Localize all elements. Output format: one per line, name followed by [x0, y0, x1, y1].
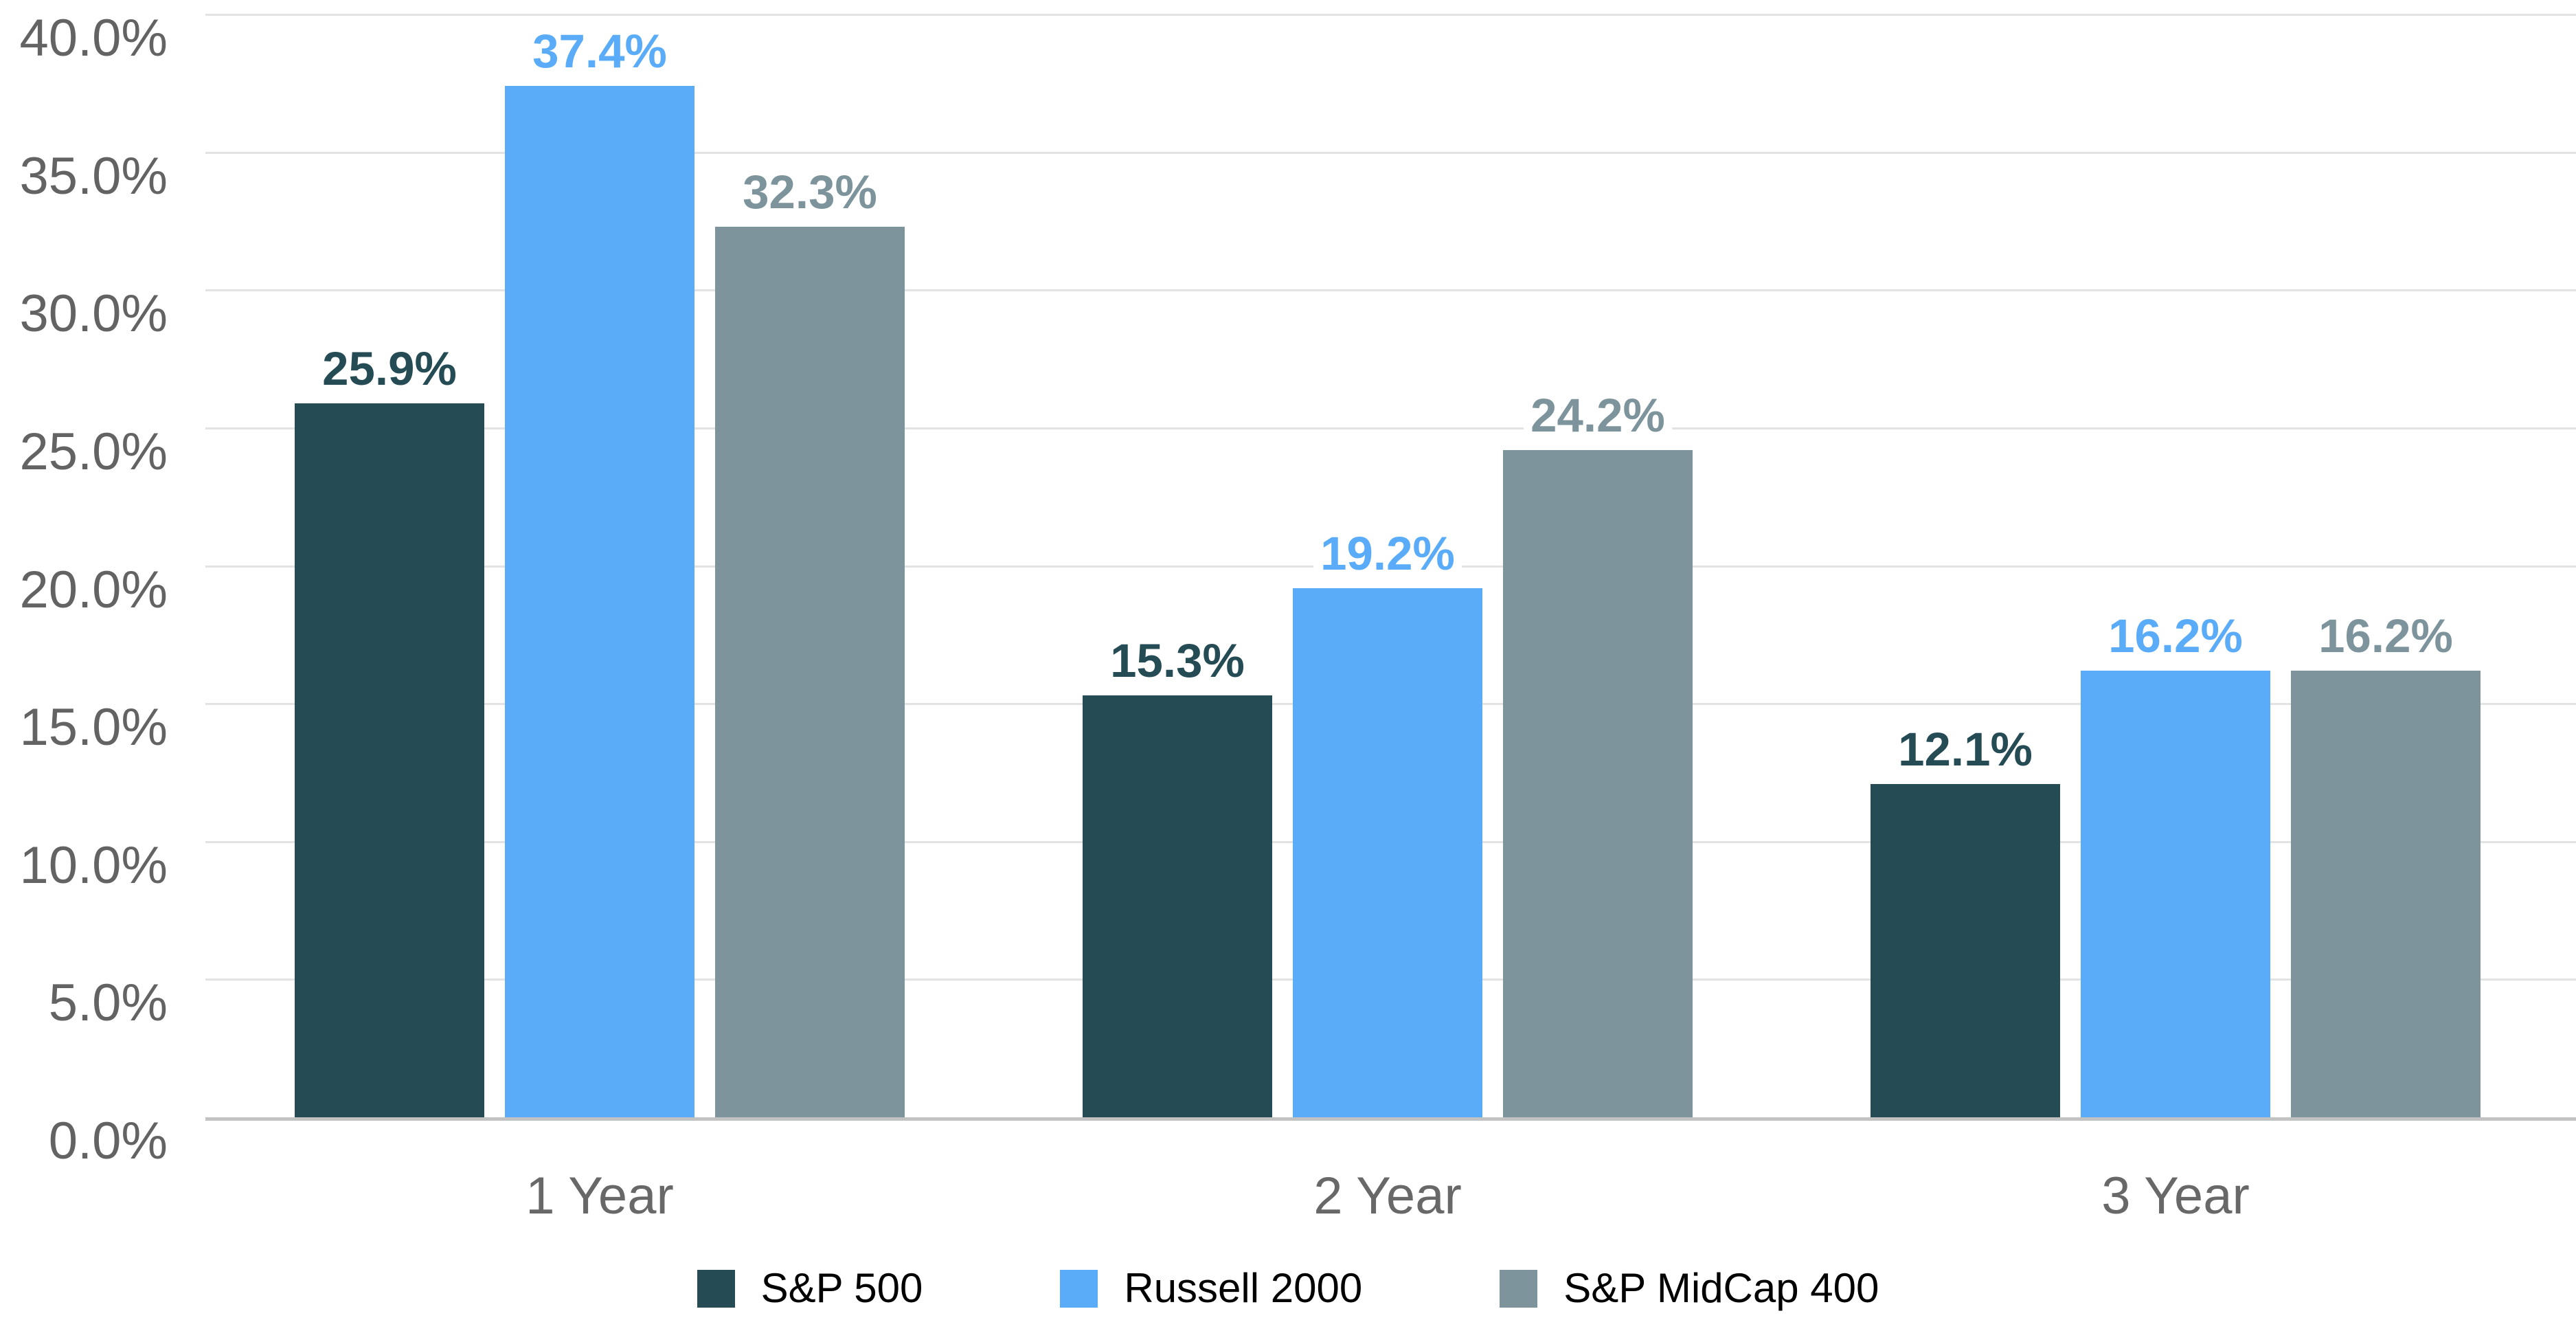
- bar-cell-sandp-500-2-year: 15.3%: [1083, 14, 1272, 1117]
- sandp-500-bar-3-year: [1871, 783, 2060, 1117]
- bar-value-label: 16.2%: [2312, 609, 2460, 662]
- y-axis-tick-label: 30.0%: [19, 284, 168, 344]
- y-axis-tick-label: 40.0%: [19, 9, 168, 67]
- bar-cell-sandp-midcap-400-2-year: 24.2%: [1503, 14, 1693, 1117]
- chart-legend: S&P 500 Russell 2000 S&P MidCap 400: [0, 1266, 2576, 1311]
- gridline: [205, 427, 2576, 429]
- legend-label: S&P MidCap 400: [1563, 1265, 1879, 1311]
- bar-value-label: 19.2%: [1313, 526, 1462, 580]
- bar-cell-russell-2000-1-year: 37.4%: [505, 14, 694, 1117]
- y-axis-tick-label: 0.0%: [48, 1112, 168, 1170]
- russell-2000-bar-1-year: [505, 86, 694, 1117]
- legend-item-sandp-midcap-400: S&P MidCap 400: [1500, 1266, 1879, 1311]
- bar-cell-sandp-500-1-year: 25.9%: [295, 14, 484, 1117]
- bar-value-label: 37.4%: [526, 25, 674, 78]
- y-axis-tick-label: 20.0%: [19, 560, 168, 619]
- x-axis-category-label: 3 Year: [2101, 1167, 2250, 1225]
- legend-label: Russell 2000: [1124, 1265, 1363, 1311]
- bar-cell-sandp-midcap-400-3-year: 16.2%: [2291, 14, 2481, 1117]
- bar-cell-sandp-midcap-400-1-year: 32.3%: [715, 14, 905, 1117]
- legend-item-russell-2000: Russell 2000: [1060, 1266, 1362, 1311]
- sandp-500-bar-1-year: [295, 403, 484, 1117]
- sandp-midcap-400-bar-2-year: [1503, 449, 1693, 1117]
- y-axis-tick-label: 10.0%: [19, 836, 168, 895]
- bar-value-label: 32.3%: [736, 165, 884, 219]
- bar-value-label: 25.9%: [315, 342, 464, 395]
- bar-group-1-year: 25.9% 37.4% 32.3%: [295, 14, 905, 1117]
- gridline: [205, 151, 2576, 154]
- bar-group-2-year: 15.3% 19.2% 24.2%: [1083, 14, 1693, 1117]
- legend-swatch-sandp-500: [697, 1269, 735, 1308]
- sandp-midcap-400-bar-1-year: [715, 226, 905, 1117]
- legend-swatch-russell-2000: [1060, 1269, 1098, 1308]
- y-axis-tick-label: 35.0%: [19, 146, 168, 205]
- x-axis-category-label: 2 Year: [1313, 1167, 1462, 1225]
- bar-value-label: 24.2%: [1524, 388, 1672, 442]
- bar-group-3-year: 12.1% 16.2% 16.2%: [1871, 14, 2481, 1117]
- bar-value-label: 12.1%: [1891, 722, 2040, 776]
- x-axis-category-label: 1 Year: [526, 1167, 674, 1225]
- bar-value-label: 16.2%: [2101, 609, 2250, 662]
- bar-cell-sandp-500-3-year: 12.1%: [1871, 14, 2060, 1117]
- y-axis-tick-label: 15.0%: [19, 698, 168, 757]
- sandp-500-bar-2-year: [1083, 695, 1272, 1117]
- y-axis-tick-label: 25.0%: [19, 422, 168, 481]
- legend-item-sandp-500: S&P 500: [697, 1266, 923, 1311]
- legend-label: S&P 500: [760, 1265, 923, 1311]
- bar-cell-russell-2000-3-year: 16.2%: [2081, 14, 2270, 1117]
- russell-2000-bar-2-year: [1293, 588, 1482, 1117]
- gridline: [205, 289, 2576, 292]
- gridline: [205, 14, 2576, 16]
- y-axis-tick-label: 5.0%: [48, 974, 168, 1033]
- legend-swatch-sandp-midcap-400: [1500, 1269, 1538, 1308]
- bar-value-label: 15.3%: [1103, 634, 1252, 688]
- bar-cell-russell-2000-2-year: 19.2%: [1293, 14, 1482, 1117]
- sandp-midcap-400-bar-3-year: [2291, 670, 2481, 1117]
- russell-2000-bar-3-year: [2081, 670, 2270, 1117]
- x-axis-line: [205, 1117, 2576, 1121]
